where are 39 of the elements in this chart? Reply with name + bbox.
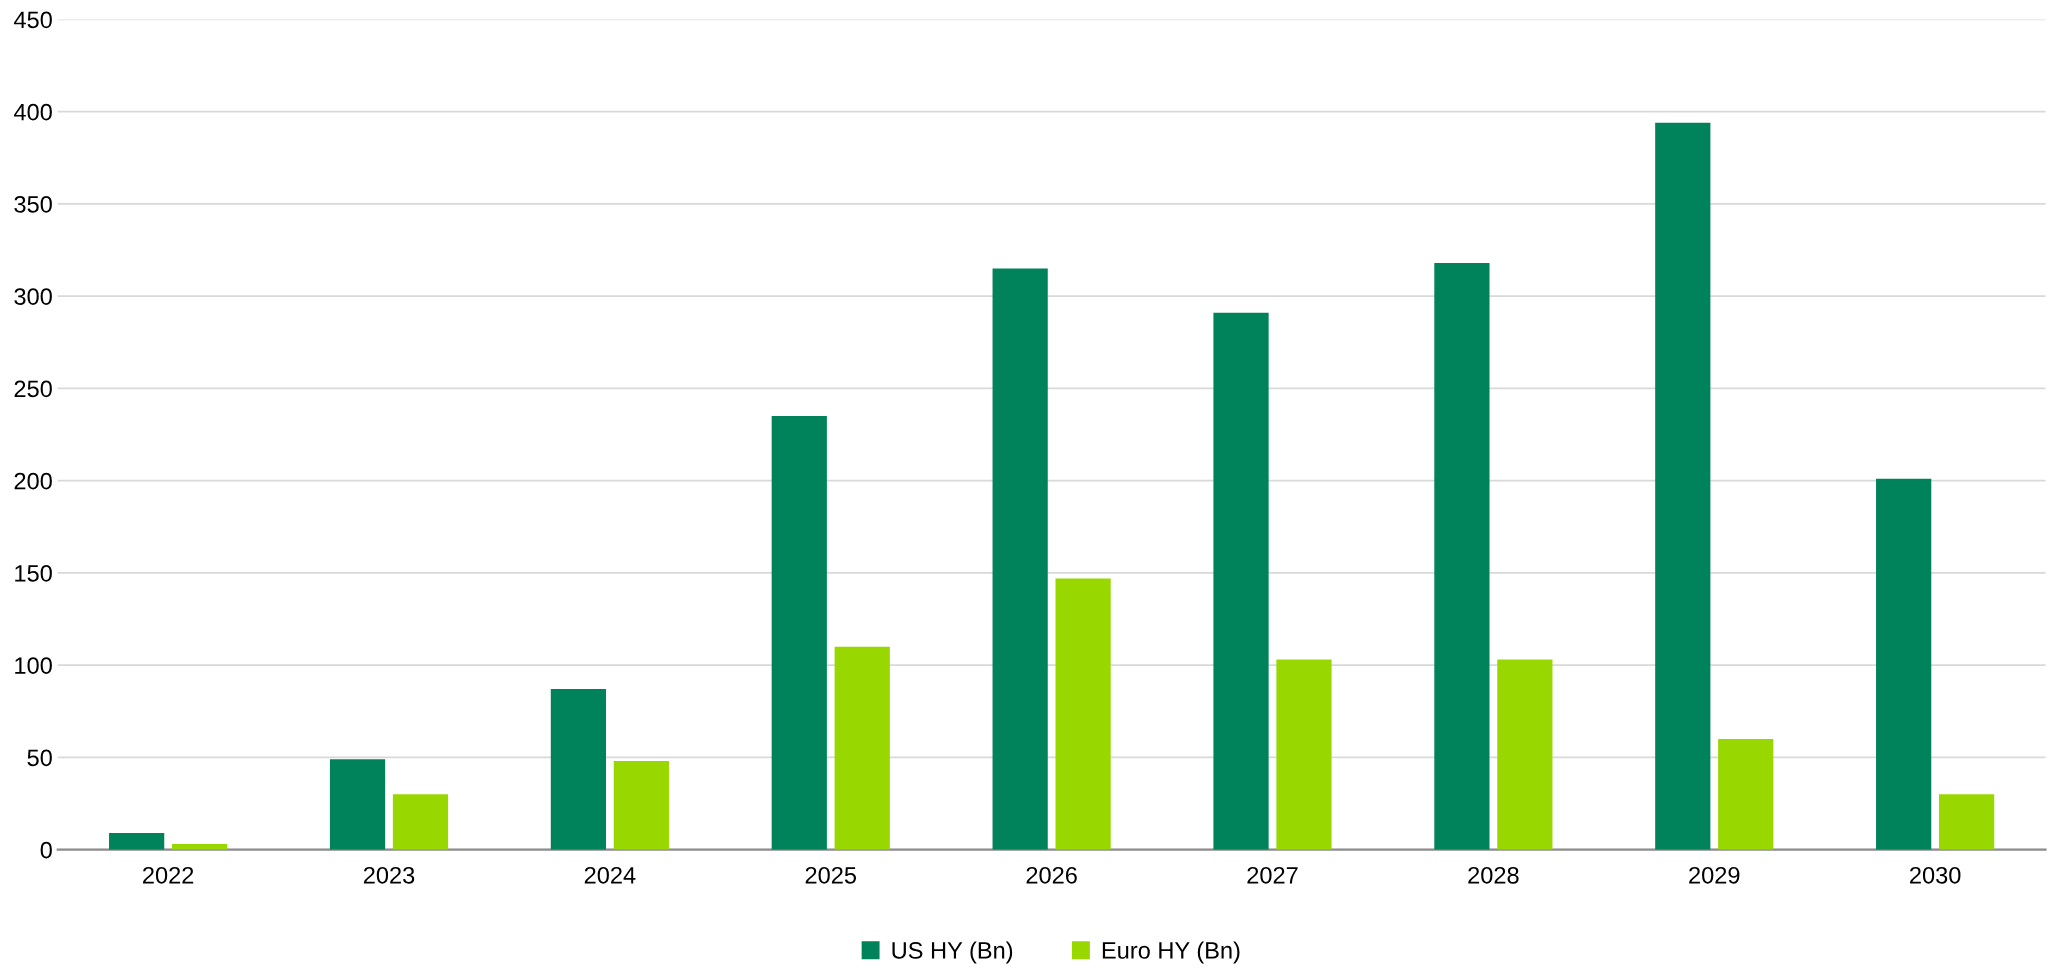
x-tick-label: 2024 [584,866,636,884]
y-tick-label: 450 [13,11,52,29]
x-tick-label: 2025 [805,866,857,884]
y-tick-label: 150 [15,564,52,582]
bar [1213,312,1269,850]
bar [1718,738,1774,850]
bar [771,416,827,850]
bar [171,844,228,850]
legend-label: US HY (Bn) [892,941,1013,964]
bar [613,761,669,850]
bar [1655,122,1711,850]
bar [329,759,386,850]
bar [992,268,1048,850]
bar [550,689,607,850]
y-tick-label: 0 [40,841,52,859]
y-tick-label: 200 [14,472,52,490]
x-tick-label: 2028 [1468,866,1519,884]
bar [1497,659,1553,850]
y-tick-label: 250 [14,380,52,398]
x-tick-label: 2027 [1247,866,1298,884]
bar [1939,794,1995,850]
bar [1434,262,1490,850]
y-tick-label: 50 [27,749,52,767]
bar [1055,578,1111,850]
x-tick-label: 2026 [1026,866,1077,884]
y-tick-label: 350 [14,195,52,213]
y-tick-label: 400 [13,103,52,121]
x-tick-label: 2029 [1689,866,1740,884]
x-tick-label: 2030 [1910,866,1961,884]
bar [1876,478,1932,850]
bar [109,833,165,850]
bar [834,646,890,850]
y-tick-label: 100 [15,657,52,674]
y-tick-label: 300 [14,288,52,305]
bar [1276,659,1332,850]
x-tick-label: 2022 [143,866,194,884]
x-tick-label: 2023 [363,866,415,884]
bar [392,794,449,850]
legend-label: Euro HY (Bn) [1102,941,1240,964]
